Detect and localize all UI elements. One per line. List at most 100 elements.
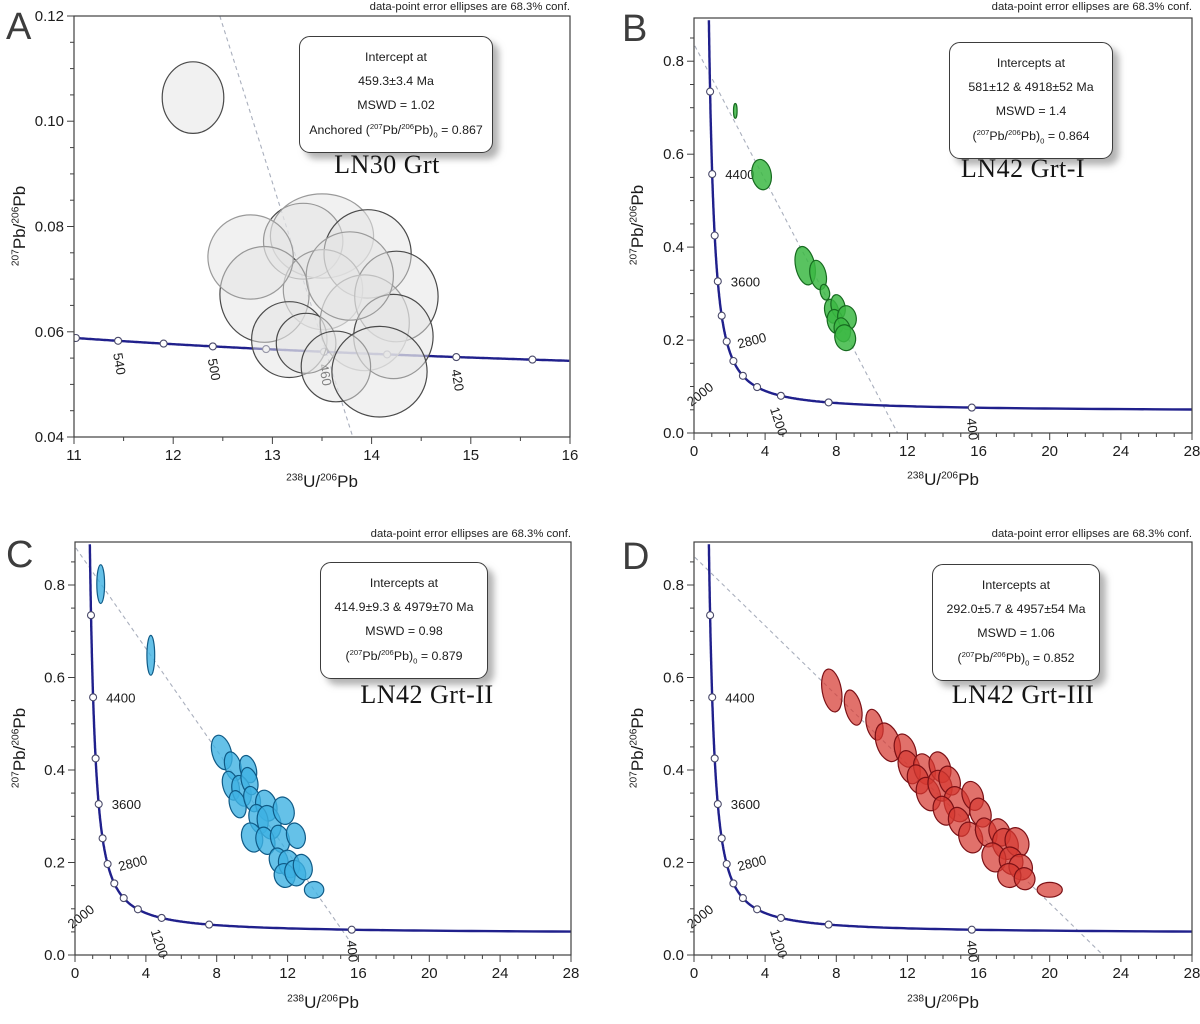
initial-pb-ratio: Anchored (207Pb/206Pb)0 = 0.867 [309,121,483,140]
intercept-label: Intercepts at [996,56,1066,70]
error-ellipses [732,102,857,352]
svg-text:3600: 3600 [731,797,760,812]
svg-text:0.10: 0.10 [35,113,64,130]
svg-text:28: 28 [563,965,580,982]
panel-a: 5405004604201112131415160.040.060.080.10… [0,0,600,512]
intercept-info-box: Intercepts at 581±12 & 4918±52 Ma MSWD =… [949,42,1113,160]
svg-text:2800: 2800 [736,330,768,352]
error-ellipses [821,668,1063,898]
error-ellipses [161,61,439,418]
svg-text:24: 24 [1113,965,1130,982]
plot-lines [694,544,1192,955]
svg-text:28: 28 [1184,443,1200,460]
panel-letter: C [6,534,34,576]
svg-text:4: 4 [142,965,150,982]
svg-text:4: 4 [761,443,769,460]
svg-text:0: 0 [690,965,698,982]
intercept-age: 581±12 & 4918±52 Ma [968,80,1094,95]
panel-letter: A [6,6,32,48]
svg-text:16: 16 [350,965,367,982]
svg-text:3600: 3600 [731,274,760,289]
svg-text:0.2: 0.2 [44,855,65,872]
initial-pb-ratio: (207Pb/206Pb)0 = 0.864 [972,127,1090,146]
x-axis-label: 238U/206Pb [287,993,359,1012]
svg-text:540: 540 [110,352,129,376]
svg-text:0.0: 0.0 [44,947,65,964]
x-axis-label: 238U/206Pb [907,993,979,1012]
sample-title: LN42 Grt-I [960,154,1086,183]
svg-text:16: 16 [562,447,579,464]
svg-text:0.0: 0.0 [663,947,684,964]
svg-text:8: 8 [832,443,840,460]
svg-text:4400: 4400 [725,690,754,705]
axes: 0 4 8 12 16 20 24 28 0.0 0.2 0.4 0.6 0.8 [663,17,1200,460]
svg-text:2000: 2000 [65,902,97,932]
svg-text:24: 24 [492,965,509,982]
confidence-note: data-point error ellipses are 68.3% conf… [370,528,571,540]
axes: 11 12 13 14 15 16 0.04 0.06 0.08 0.10 0.12 [35,8,579,464]
svg-text:3600: 3600 [112,797,141,812]
intercept-info-box: Intercept at 459.3±3.4 Ma MSWD = 1.02 An… [299,36,493,154]
svg-text:0.6: 0.6 [663,670,684,687]
svg-text:4400: 4400 [106,690,135,705]
axes: 0 4 8 12 16 20 24 28 0.0 0.2 0.4 0.6 0.8 [44,541,580,982]
svg-text:12: 12 [279,965,296,982]
mswd-value: MSWD = 1.06 [977,626,1055,641]
svg-text:0.04: 0.04 [35,429,64,446]
svg-text:0.8: 0.8 [663,577,684,594]
svg-text:0: 0 [690,443,698,460]
svg-text:16: 16 [970,965,987,982]
mswd-value: MSWD = 1.4 [995,104,1067,119]
svg-text:0: 0 [71,965,79,982]
svg-text:2000: 2000 [684,379,716,409]
x-axis-label: 238U/206Pb [907,470,979,489]
svg-text:12: 12 [899,965,916,982]
intercept-label: Intercept at [365,50,427,64]
intercept-age: 414.9±9.3 & 4979±70 Ma [334,600,474,615]
svg-text:0.06: 0.06 [35,324,64,341]
intercept-label: Intercepts at [981,578,1051,592]
mswd-value: MSWD = 1.02 [357,98,435,113]
svg-text:24: 24 [1113,443,1130,460]
svg-text:2000: 2000 [684,902,716,932]
confidence-note: data-point error ellipses are 68.3% conf… [991,528,1192,540]
svg-text:400: 400 [964,939,981,962]
intercept-info-box: Intercepts at 292.0±5.7 & 4957±54 Ma MSW… [932,564,1100,682]
svg-text:2800: 2800 [117,852,149,874]
mswd-value: MSWD = 0.98 [365,624,443,639]
svg-text:14: 14 [363,447,380,464]
svg-text:400: 400 [344,939,361,962]
svg-text:13: 13 [264,447,281,464]
svg-text:0.6: 0.6 [44,670,65,687]
svg-text:0.8: 0.8 [44,577,65,594]
svg-text:20: 20 [1041,443,1058,460]
y-axis-label: 207Pb/206Pb [628,707,647,789]
svg-text:0.08: 0.08 [35,219,64,236]
intercept-info-box: Intercepts at 414.9±9.3 & 4979±70 Ma MSW… [320,562,488,680]
svg-text:4: 4 [761,965,769,982]
y-axis-label: 207Pb/206Pb [628,184,647,266]
svg-text:420: 420 [448,368,467,392]
sample-title: LN42 Grt-II [360,680,494,709]
intercept-age: 459.3±3.4 Ma [358,74,434,89]
svg-text:28: 28 [1184,965,1200,982]
error-ellipses [96,564,325,899]
confidence-note: data-point error ellipses are 68.3% conf… [369,1,570,13]
initial-pb-ratio: (207Pb/206Pb)0 = 0.852 [957,649,1075,668]
svg-text:2800: 2800 [736,852,768,874]
svg-text:0.4: 0.4 [663,239,684,256]
svg-text:500: 500 [205,357,224,381]
svg-text:4400: 4400 [725,167,754,182]
plot-lines [75,544,571,955]
svg-text:11: 11 [66,447,82,464]
x-axis-label: 238U/206Pb [286,472,358,491]
svg-text:0.12: 0.12 [35,8,64,25]
svg-text:0.0: 0.0 [663,425,684,442]
svg-text:20: 20 [421,965,438,982]
